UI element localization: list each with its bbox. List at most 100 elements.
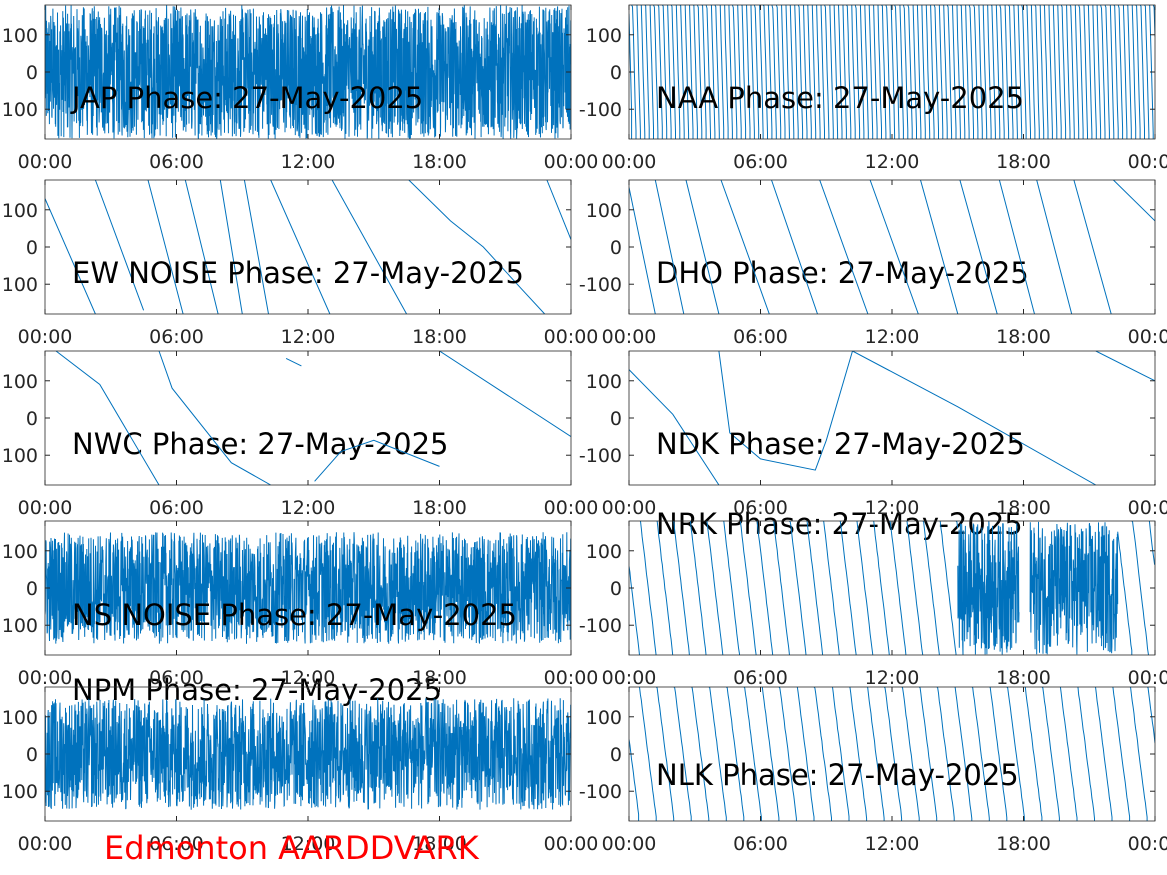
- x-tick-label: 00:00: [544, 326, 599, 348]
- y-tick-label: 100: [586, 541, 622, 563]
- phase-series-line: [45, 532, 571, 644]
- x-tick-label: 18:00: [996, 667, 1051, 689]
- x-tick-label: 06:00: [149, 151, 204, 173]
- y-tick-label: 100: [586, 25, 622, 47]
- chart-panel-0: 100 0 100 00:00 06:00 12:00 18:00 00:00 JAP Phas…: [2, 4, 598, 173]
- y-tick-label: 100: [2, 200, 38, 222]
- phase-series-line: [629, 521, 1155, 655]
- phase-series-line: [629, 351, 1155, 485]
- x-tick-label: 00:00: [544, 667, 599, 689]
- x-tick-label: 06:00: [733, 497, 788, 519]
- x-tick-label: 00:00: [18, 833, 73, 855]
- phase-series-line: [629, 5, 1155, 139]
- x-tick-label: 18:00: [412, 326, 467, 348]
- phase-series-line: [45, 698, 571, 810]
- y-tick-label: 100: [2, 707, 38, 729]
- axes-frame: [44, 350, 572, 486]
- x-tick-label: 00:00: [18, 497, 73, 519]
- x-tick-label: 00:00: [1128, 497, 1167, 519]
- x-tick-label: 00:00: [602, 833, 657, 855]
- y-tick-label: -100: [579, 615, 622, 637]
- x-tick-label: 12:00: [865, 497, 920, 519]
- phase-series-line: [45, 180, 571, 314]
- x-tick-label: 06:00: [733, 326, 788, 348]
- x-tick-label: 00:00: [544, 833, 599, 855]
- axes-frame: [628, 686, 1156, 822]
- x-tick-label: 06:00: [733, 667, 788, 689]
- panel-title: NPM Phase: 27-May-2025: [72, 673, 442, 707]
- y-tick-label: 100: [586, 200, 622, 222]
- y-tick-label: 100: [2, 99, 38, 121]
- y-tick-label: 100: [586, 371, 622, 393]
- x-tick-label: 00:00: [18, 151, 73, 173]
- chart-panel-6: 100 0 100 00:00 06:00 12:00 18:00 00:00 EW NOISE…: [2, 256, 599, 689]
- x-tick-label: 18:00: [996, 833, 1051, 855]
- y-tick-label: 100: [2, 445, 38, 467]
- axes-frame: [44, 179, 572, 315]
- y-tick-label: 0: [610, 237, 622, 259]
- x-tick-label: 18:00: [412, 151, 467, 173]
- x-tick-label: 12:00: [865, 326, 920, 348]
- y-tick-label: -100: [579, 99, 622, 121]
- panel-title: NRK Phase: 27-May-2025: [656, 507, 1023, 541]
- axes-frame: [628, 179, 1156, 315]
- x-tick-label: 18:00: [996, 497, 1051, 519]
- x-tick-label: 12:00: [865, 667, 920, 689]
- chart-panel-7: 100 0 -100 00:00 06:00 12:00 18:00 00:00 NDK Pha…: [579, 427, 1167, 689]
- x-tick-label: 06:00: [733, 833, 788, 855]
- x-tick-label: 06:00: [149, 833, 204, 855]
- phase-series-line: [45, 5, 571, 139]
- x-tick-label: 00:00: [1128, 151, 1167, 173]
- x-tick-label: 06:00: [149, 667, 204, 689]
- panel-title: JAP Phase: 27-May-2025: [70, 81, 423, 115]
- y-tick-label: 0: [26, 62, 38, 84]
- x-tick-label: 00:00: [1128, 667, 1167, 689]
- y-tick-label: 100: [2, 541, 38, 563]
- x-tick-label: 18:00: [412, 667, 467, 689]
- y-tick-label: 0: [610, 408, 622, 430]
- x-tick-label: 18:00: [996, 326, 1051, 348]
- panel-title: EW NOISE Phase: 27-May-2025: [72, 256, 524, 290]
- station-label: Edmonton AARDDVARK: [104, 829, 479, 867]
- chart-panel-2: 100 0 100 00:00 06:00 12:00 18:00 00:00 NWC Phas…: [2, 179, 599, 461]
- x-tick-label: 06:00: [149, 497, 204, 519]
- y-tick-label: -100: [579, 274, 622, 296]
- x-tick-label: 06:00: [149, 326, 204, 348]
- x-tick-label: 00:00: [602, 151, 657, 173]
- y-tick-label: 0: [26, 408, 38, 430]
- y-tick-label: 100: [2, 781, 38, 803]
- y-tick-label: 0: [610, 578, 622, 600]
- x-tick-label: 12:00: [281, 497, 336, 519]
- y-tick-label: 100: [2, 25, 38, 47]
- x-tick-label: 18:00: [996, 151, 1051, 173]
- panel-title: DHO Phase: 27-May-2025: [656, 256, 1029, 290]
- panel-title: NAA Phase: 27-May-2025: [656, 81, 1024, 115]
- x-tick-label: 12:00: [865, 833, 920, 855]
- x-tick-label: 12:00: [281, 151, 336, 173]
- y-tick-label: 0: [610, 62, 622, 84]
- panel-title: NLK Phase: 27-May-2025: [656, 758, 1019, 792]
- y-tick-label: 100: [2, 371, 38, 393]
- x-tick-label: 12:00: [865, 151, 920, 173]
- axes-frame: [628, 350, 1156, 486]
- x-tick-label: 00:00: [602, 667, 657, 689]
- chart-panel-5: 100 0 -100 00:00 06:00 12:00 18:00 00:00 NAA Pha…: [579, 81, 1167, 519]
- phase-series-line: [629, 180, 1155, 314]
- chart-panel-8: 100 0 100 00:00 06:00 12:00 18:00 00:00 NS NOISE…: [2, 598, 599, 855]
- x-tick-label: 18:00: [412, 833, 467, 855]
- y-tick-label: 0: [26, 578, 38, 600]
- y-tick-label: -100: [579, 781, 622, 803]
- phase-series-line: [629, 687, 1155, 821]
- y-tick-label: 0: [610, 744, 622, 766]
- x-tick-label: 00:00: [18, 667, 73, 689]
- chart-panel-1: 100 0 -100 00:00 06:00 12:00 18:00 00:00 DHO Pha…: [579, 4, 1167, 290]
- chart-panel-9: 100 0 -100 00:00 06:00 12:00 18:00 00:00 NLK Pha…: [579, 686, 1167, 855]
- x-tick-label: 18:00: [412, 497, 467, 519]
- y-tick-label: 100: [2, 615, 38, 637]
- panel-title: NS NOISE Phase: 27-May-2025: [72, 598, 517, 632]
- x-tick-label: 00:00: [1128, 833, 1167, 855]
- x-tick-label: 00:00: [18, 326, 73, 348]
